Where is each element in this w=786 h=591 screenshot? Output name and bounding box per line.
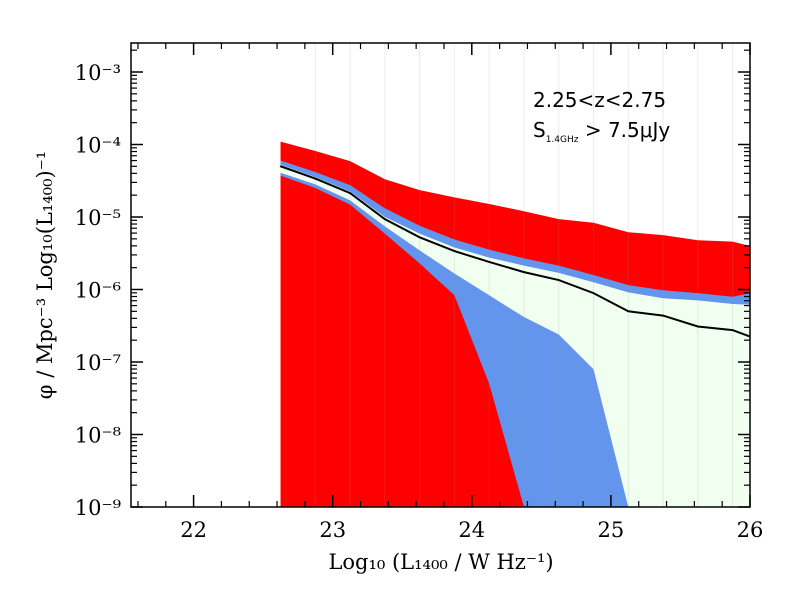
inner-band-area: [280, 164, 750, 507]
x-tick-label-23: 23: [319, 518, 346, 542]
plot-frame: [130, 42, 751, 508]
y-tick-label--6: 10⁻⁶: [75, 279, 121, 303]
y-tick-label--5: 10⁻⁵: [75, 206, 121, 230]
x-tick-label-22: 22: [180, 518, 207, 542]
median-point-2: [349, 192, 351, 194]
median-point-0: [279, 165, 282, 168]
x-axis: 22 23 24 25 26: [137, 43, 764, 542]
annotation-flux-value: > 7.5μJy: [578, 118, 670, 142]
y-tick-label--9: 10⁻⁹: [75, 496, 121, 520]
median-point-5: [453, 250, 456, 252]
annotation-flux-S: S: [533, 118, 546, 142]
annotations: 2.25<z<2.75 S1.4GHz > 7.5μJy: [533, 88, 670, 145]
annotation-flux-subscript: 1.4GHz: [546, 135, 579, 145]
annotation-flux-limit: S1.4GHz > 7.5μJy: [533, 118, 670, 145]
y-tick-label--8: 10⁻⁸: [75, 424, 121, 448]
bands-group: [279, 43, 750, 507]
plot-area: [130, 42, 751, 508]
y-axis: 10⁻⁹ 10⁻⁸ 10⁻⁷ 10⁻⁶ 10⁻⁵ 10⁻⁴ 10⁻³: [75, 49, 750, 520]
x-tick-label-24: 24: [458, 518, 485, 542]
median-point-11: [662, 314, 664, 317]
median-point-8: [557, 279, 560, 281]
x-axis-title: Log₁₀ (L₁₄₀₀ / W Hz⁻¹): [328, 550, 553, 574]
median-point-12: [697, 325, 699, 328]
median-point-1: [314, 177, 317, 180]
median-point-13: [731, 329, 734, 331]
median-point-9: [592, 292, 595, 294]
median-point-10: [627, 310, 630, 313]
y-axis-title: φ / Mpc⁻³ Log₁₀(L₁₄₀₀)⁻¹: [33, 151, 57, 399]
median-point-4: [418, 236, 421, 239]
median-point-3: [384, 218, 386, 220]
median-point-7: [523, 271, 525, 273]
annotation-redshift: 2.25<z<2.75: [533, 88, 666, 112]
y-tick-label--3: 10⁻³: [75, 61, 121, 85]
x-tick-label-26: 26: [737, 518, 764, 542]
x-tick-label-25: 25: [598, 518, 625, 542]
y-tick-label--7: 10⁻⁷: [75, 351, 121, 375]
median-point-6: [488, 261, 490, 263]
y-tick-label--4: 10⁻⁴: [75, 134, 121, 158]
